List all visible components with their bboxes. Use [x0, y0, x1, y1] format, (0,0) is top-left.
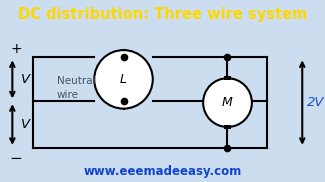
- Text: V: V: [21, 73, 31, 86]
- Bar: [224, 76, 231, 80]
- Ellipse shape: [94, 50, 153, 109]
- Bar: [224, 125, 231, 129]
- Text: +: +: [10, 42, 22, 56]
- Text: M: M: [222, 96, 233, 109]
- Text: Neutral
wire: Neutral wire: [57, 76, 96, 100]
- Ellipse shape: [203, 78, 252, 127]
- Text: L: L: [120, 73, 127, 86]
- Text: −: −: [10, 151, 23, 166]
- Text: DC distribution: Three wire system: DC distribution: Three wire system: [18, 7, 307, 22]
- Text: www.eeemadeeasy.com: www.eeemadeeasy.com: [84, 165, 241, 178]
- Text: V: V: [21, 118, 31, 131]
- Text: 2V: 2V: [307, 96, 325, 109]
